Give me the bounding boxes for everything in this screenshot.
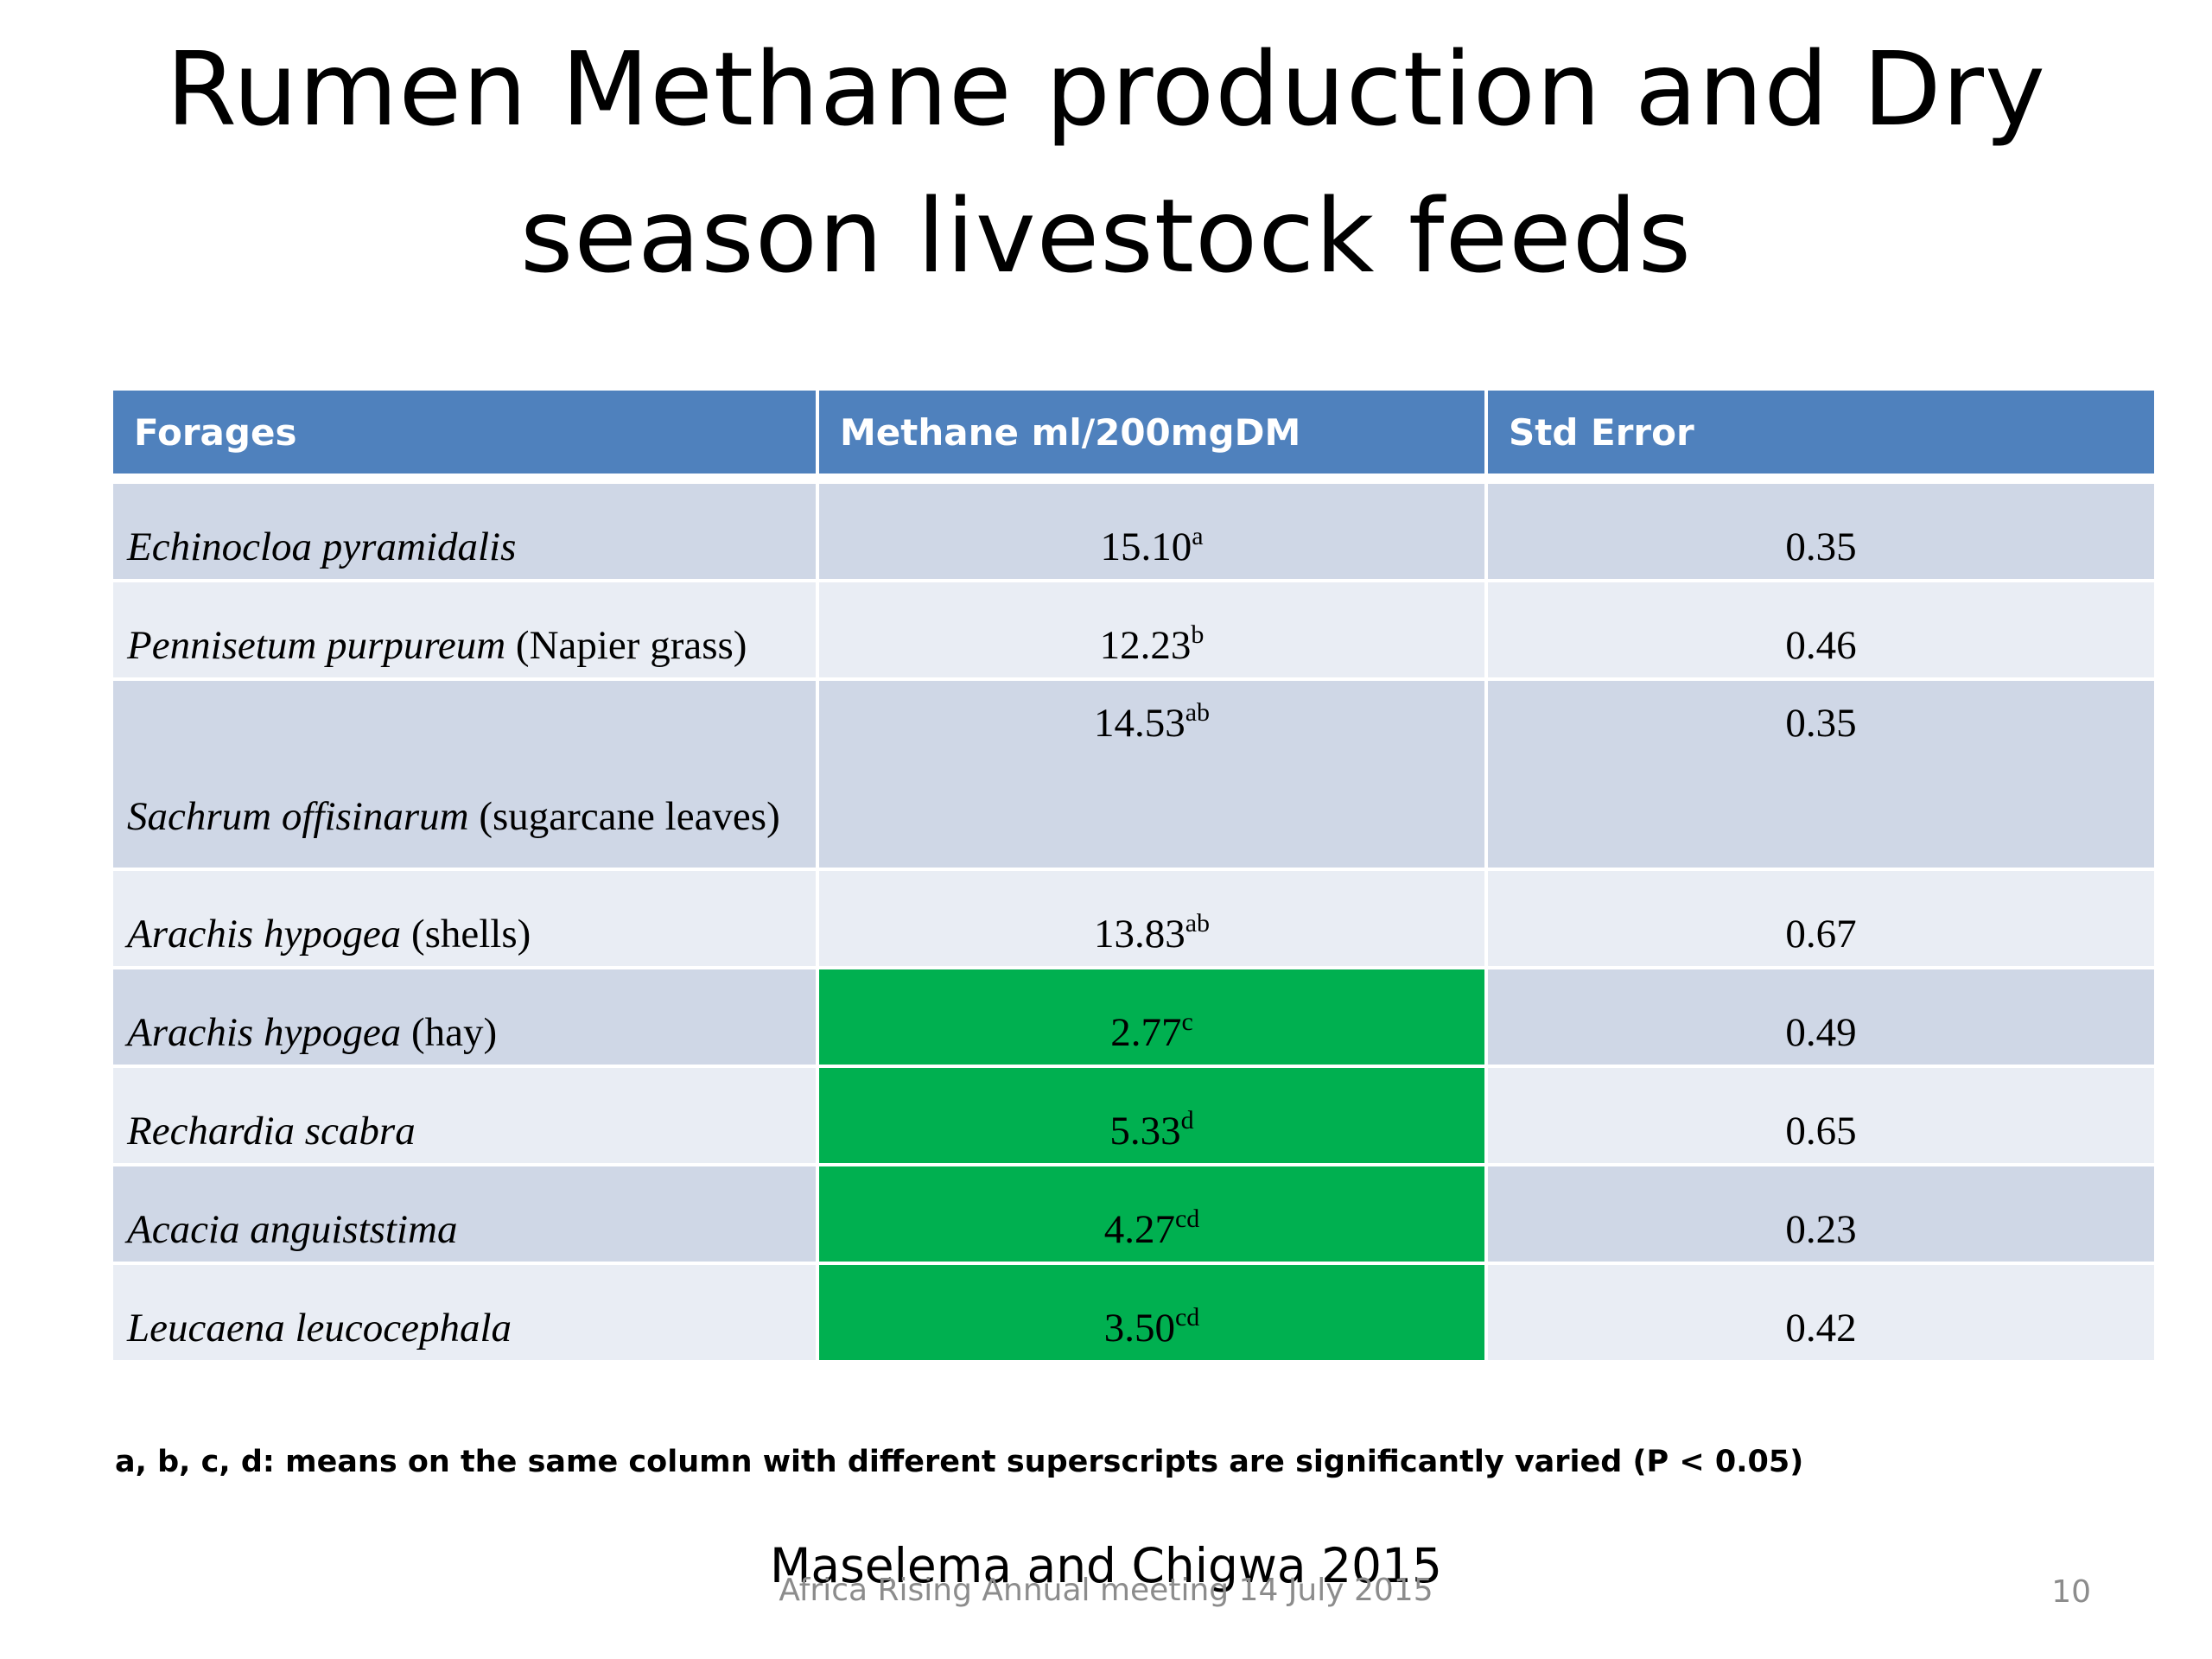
significance-superscript: ab [1185, 698, 1211, 727]
page-number: 10 [2051, 1574, 2091, 1610]
methane-value: 3.50 [1103, 1306, 1175, 1351]
forage-common-name: (sugarcane leaves) [468, 794, 780, 839]
methane-table: Forages Methane ml/200mgDM Std Error Ech… [113, 391, 2154, 1363]
methane-cell: 14.53ab [817, 679, 1488, 871]
forage-cell: Acacia anguiststima [113, 1165, 819, 1265]
header-std-error: Std Error [1486, 391, 2154, 479]
title-line-2: season livestock feeds [519, 176, 1693, 296]
methane-cell: 13.83ab [817, 869, 1488, 969]
methane-value: 12.23 [1099, 623, 1192, 668]
table-row: Echinocloa pyramidalis 15.10a 0.35 [113, 479, 2154, 582]
significance-footnote: a, b, c, d: means on the same column wit… [115, 1445, 1804, 1479]
methane-value: 15.10 [1100, 524, 1192, 569]
methane-cell: 3.50cd [817, 1263, 1488, 1363]
std-error-cell: 0.35 [1486, 679, 2154, 871]
header-methane: Methane ml/200mgDM [817, 391, 1488, 479]
std-error-cell: 0.35 [1486, 479, 2154, 582]
table-row: Sachrum offisinarum (sugarcane leaves) 14… [113, 679, 2154, 871]
methane-value: 13.83 [1093, 912, 1185, 957]
methane-cell: 5.33d [817, 1066, 1488, 1166]
table-row: Leucaena leucocephala 3.50cd 0.42 [113, 1263, 2154, 1363]
forage-scientific-name: Rechardia scabra [127, 1109, 416, 1154]
forage-cell: Echinocloa pyramidalis [113, 479, 819, 582]
table-row: Arachis hypogea (shells) 13.83ab 0.67 [113, 869, 2154, 969]
table-row: Acacia anguiststima 4.27cd 0.23 [113, 1165, 2154, 1265]
table-body: Echinocloa pyramidalis 15.10a 0.35 Penniset… [113, 479, 2154, 1363]
std-error-cell: 0.42 [1486, 1263, 2154, 1363]
methane-value: 5.33 [1109, 1109, 1181, 1154]
significance-superscript: b [1191, 620, 1205, 649]
methane-value: 14.53 [1093, 701, 1185, 746]
slide-title: Rumen Methane production and Dry season … [0, 16, 2212, 309]
forage-common-name: (shells) [401, 912, 531, 957]
std-error-cell: 0.65 [1486, 1066, 2154, 1166]
forage-scientific-name: Pennisetum purpureum [127, 623, 506, 668]
forage-cell: Pennisetum purpureum (Napier grass) [113, 581, 819, 681]
table-row: Pennisetum purpureum (Napier grass) 12.23… [113, 581, 2154, 681]
significance-superscript: c [1181, 1007, 1193, 1036]
forage-cell: Arachis hypogea (shells) [113, 869, 819, 969]
citation: Maselema and Chigwa 2015 [769, 1538, 1443, 1593]
std-error-cell: 0.49 [1486, 968, 2154, 1068]
std-error-cell: 0.67 [1486, 869, 2154, 969]
forage-cell: Rechardia scabra [113, 1066, 819, 1166]
header-forages: Forages [113, 391, 819, 479]
table-row: Rechardia scabra 5.33d 0.65 [113, 1066, 2154, 1166]
methane-cell: 12.23b [817, 581, 1488, 681]
footer-text: Africa Rising Annual meeting 14 July 201… [779, 1573, 1433, 1608]
forage-common-name: (hay) [401, 1010, 498, 1055]
methane-cell: 2.77c [817, 968, 1488, 1068]
forage-scientific-name: Acacia anguiststima [127, 1207, 458, 1252]
significance-superscript: ab [1185, 909, 1211, 938]
methane-value: 4.27 [1103, 1207, 1175, 1252]
forage-scientific-name: Arachis hypogea [127, 1010, 402, 1055]
methane-value: 2.77 [1110, 1010, 1182, 1055]
forage-scientific-name: Leucaena leucocephala [127, 1306, 512, 1351]
forage-scientific-name: Echinocloa pyramidalis [127, 524, 517, 569]
std-error-cell: 0.23 [1486, 1165, 2154, 1265]
significance-superscript: cd [1174, 1303, 1200, 1332]
table-header-row: Forages Methane ml/200mgDM Std Error [113, 391, 2154, 479]
forage-scientific-name: Arachis hypogea [127, 912, 402, 957]
table-row: Arachis hypogea (hay) 2.77c 0.49 [113, 968, 2154, 1068]
forage-common-name: (Napier grass) [505, 623, 747, 668]
forage-scientific-name: Sachrum offisinarum [127, 794, 469, 839]
forage-cell: Arachis hypogea (hay) [113, 968, 819, 1068]
significance-superscript: d [1180, 1106, 1194, 1135]
significance-superscript: a [1192, 522, 1204, 550]
forage-cell: Leucaena leucocephala [113, 1263, 819, 1363]
methane-cell: 4.27cd [817, 1165, 1488, 1265]
methane-cell: 15.10a [817, 479, 1488, 582]
std-error-cell: 0.46 [1486, 581, 2154, 681]
title-line-1: Rumen Methane production and Dry [166, 29, 2046, 149]
significance-superscript: cd [1174, 1205, 1200, 1233]
forage-cell: Sachrum offisinarum (sugarcane leaves) [113, 679, 819, 871]
